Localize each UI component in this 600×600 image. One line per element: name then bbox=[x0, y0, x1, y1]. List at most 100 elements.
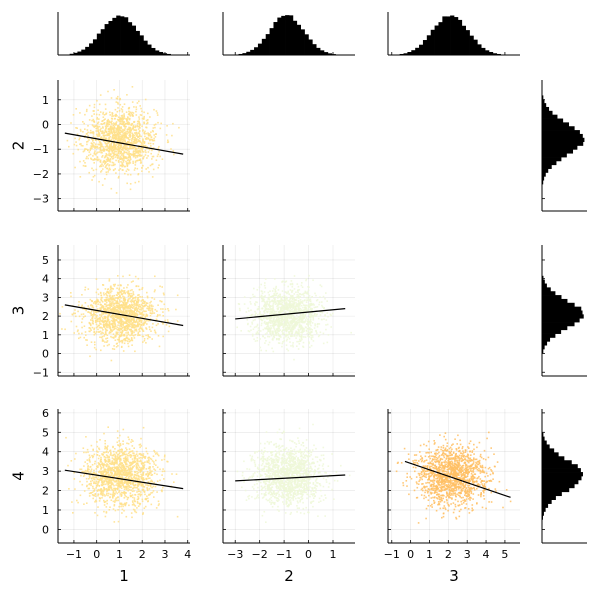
scatter-point bbox=[265, 327, 268, 329]
scatter-point bbox=[295, 337, 297, 339]
scatter-point bbox=[122, 322, 125, 324]
scatter-point bbox=[68, 488, 70, 490]
scatter-point bbox=[110, 359, 113, 362]
scatter-point bbox=[93, 106, 96, 109]
scatter-point bbox=[273, 328, 276, 330]
scatter-point bbox=[272, 350, 275, 353]
scatter-point bbox=[143, 142, 145, 144]
scatter-point bbox=[152, 127, 155, 129]
scatter-point bbox=[124, 134, 127, 137]
scatter-point bbox=[284, 319, 287, 322]
scatter-point bbox=[123, 115, 125, 117]
scatter-point bbox=[275, 292, 277, 295]
scatter-point bbox=[124, 172, 126, 175]
scatter-point bbox=[327, 315, 329, 318]
scatter-point bbox=[284, 302, 286, 305]
scatter-point bbox=[89, 298, 92, 301]
scatter-point bbox=[298, 309, 300, 312]
scatter-point bbox=[296, 294, 299, 296]
scatter-point bbox=[112, 311, 115, 313]
scatter-point bbox=[267, 315, 269, 318]
scatter-point bbox=[107, 125, 109, 127]
scatter-point bbox=[266, 303, 268, 305]
scatter-point bbox=[145, 310, 147, 313]
scatter-point bbox=[146, 157, 148, 159]
scatter-point bbox=[136, 473, 138, 475]
scatter-point bbox=[133, 303, 135, 305]
scatter-point bbox=[118, 175, 120, 178]
scatter-point bbox=[116, 302, 119, 304]
scatter-point bbox=[134, 137, 136, 140]
scatter-point bbox=[264, 282, 266, 284]
scatter-point bbox=[289, 297, 292, 299]
scatter-point bbox=[82, 160, 85, 162]
scatter-point bbox=[299, 296, 302, 298]
scatter-point bbox=[289, 300, 291, 302]
scatter-point bbox=[269, 313, 271, 315]
scatter-point bbox=[104, 118, 106, 120]
scatter-point bbox=[307, 335, 309, 337]
scatter-point bbox=[100, 299, 103, 302]
scatter-point bbox=[134, 324, 136, 327]
scatter-point bbox=[299, 316, 301, 319]
scatter-point bbox=[108, 314, 110, 317]
scatter-point bbox=[330, 326, 332, 328]
scatter-point bbox=[97, 121, 100, 123]
scatter-point bbox=[114, 305, 116, 308]
scatter-point bbox=[137, 125, 139, 128]
scatter-point bbox=[297, 328, 299, 331]
scatter-point bbox=[309, 319, 312, 321]
scatter-point bbox=[126, 318, 128, 320]
scatter-point bbox=[88, 477, 91, 479]
scatter-point bbox=[287, 307, 289, 310]
scatter-point bbox=[116, 148, 119, 150]
scatter-point bbox=[308, 342, 310, 345]
scatter-point bbox=[119, 331, 122, 334]
scatter-point bbox=[261, 296, 263, 298]
scatter-point bbox=[94, 317, 96, 320]
scatter-point bbox=[164, 319, 166, 322]
scatter-point bbox=[291, 286, 294, 288]
scatter-point bbox=[119, 158, 121, 160]
scatter-point bbox=[97, 133, 100, 135]
scatter-point bbox=[133, 169, 136, 171]
scatter-point bbox=[131, 322, 134, 325]
scatter-point bbox=[111, 317, 114, 319]
scatter-point bbox=[280, 310, 283, 313]
scatter-point bbox=[115, 129, 117, 132]
scatter-point bbox=[314, 324, 316, 327]
scatter-point bbox=[136, 491, 138, 493]
scatter-point bbox=[128, 318, 131, 320]
scatter-point bbox=[284, 299, 286, 301]
scatter-point bbox=[112, 145, 115, 147]
scatter-point bbox=[269, 328, 272, 330]
scatter-point bbox=[137, 301, 139, 304]
scatter-point bbox=[286, 317, 289, 320]
scatter-point bbox=[269, 311, 271, 313]
scatter-point bbox=[107, 319, 110, 321]
scatter-point bbox=[106, 120, 109, 122]
scatter-point bbox=[309, 303, 311, 305]
scatter-point bbox=[99, 128, 101, 131]
scatter-point bbox=[118, 465, 121, 467]
scatter-point bbox=[252, 319, 255, 322]
scatter-point bbox=[272, 305, 274, 308]
scatter-point bbox=[263, 305, 265, 307]
scatter-point bbox=[144, 130, 146, 133]
scatter-point bbox=[117, 324, 119, 326]
scatter-point bbox=[134, 350, 136, 353]
scatter-point bbox=[105, 134, 107, 137]
scatter-point bbox=[283, 340, 285, 342]
scatter-point bbox=[264, 278, 267, 280]
scatter-point bbox=[138, 476, 140, 478]
scatter-point bbox=[139, 135, 141, 137]
scatter-point bbox=[319, 296, 321, 298]
scatter-point bbox=[289, 320, 291, 323]
scatter-point bbox=[106, 122, 108, 124]
scatter-point bbox=[268, 326, 270, 329]
scatter-point bbox=[110, 121, 112, 124]
scatter-point bbox=[154, 136, 157, 138]
scatter-point bbox=[108, 304, 111, 307]
scatter-point bbox=[149, 307, 151, 309]
scatter-point bbox=[67, 464, 69, 467]
